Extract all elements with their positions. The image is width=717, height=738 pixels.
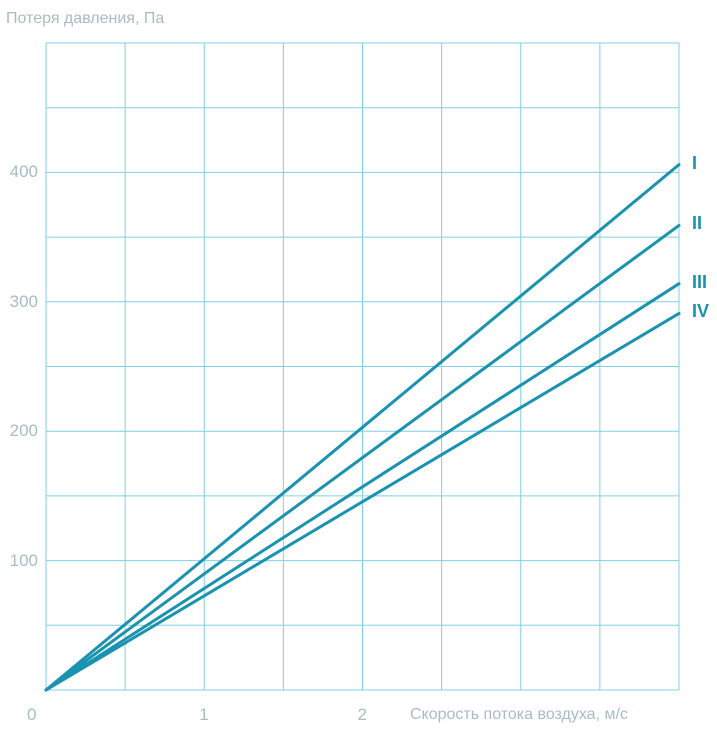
series-label-iv: IV: [692, 301, 710, 322]
chart-grid: [45, 42, 680, 691]
y-tick-label: 100: [9, 550, 38, 570]
series-label-ii: II: [692, 213, 703, 234]
x-tick-label: 2: [357, 705, 367, 724]
series-line-iv: [44, 311, 681, 692]
series-label-iii: III: [692, 271, 708, 292]
series-label-i: I: [692, 152, 698, 173]
series-line-i: [44, 163, 681, 692]
series-line-iii: [44, 282, 681, 692]
series-line-ii: [44, 223, 681, 692]
x-tick-label: 0: [27, 705, 37, 724]
x-axis-title: Скорость потока воздуха, м/с: [410, 706, 628, 723]
x-tick-label: 1: [199, 705, 209, 724]
chart-lines: [44, 163, 681, 692]
y-tick-label: 400: [9, 162, 38, 182]
y-axis-title: Потеря давления, Па: [6, 10, 165, 27]
y-tick-label: 300: [9, 291, 38, 311]
y-tick-label: 200: [9, 421, 38, 441]
